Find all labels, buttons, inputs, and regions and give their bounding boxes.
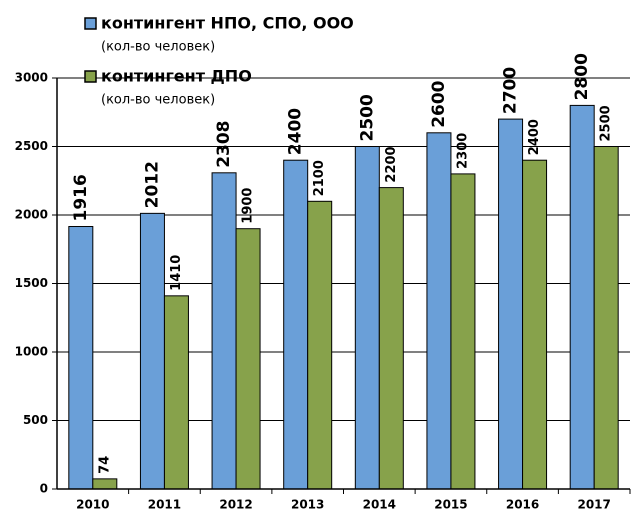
value-label: 1900 [241, 188, 256, 224]
x-tick-label: 2011 [148, 498, 181, 512]
value-label: 2200 [384, 146, 399, 182]
bar [307, 200, 333, 490]
y-tick-label: 1000 [15, 345, 48, 359]
x-tick-label: 2014 [363, 498, 396, 512]
bar [211, 172, 237, 490]
value-label: 1916 [71, 174, 91, 221]
bar [354, 146, 380, 490]
x-tick-label: 2017 [577, 498, 610, 512]
value-label: 2100 [312, 160, 327, 196]
legend-swatch [84, 17, 97, 30]
legend-unit: (кол-во человек) [101, 40, 215, 55]
value-label: 2308 [214, 120, 234, 167]
y-tick-label: 0 [40, 482, 48, 496]
legend-label: контингент ДПО [101, 67, 252, 86]
y-tick-label: 3000 [15, 71, 48, 85]
bar [68, 226, 94, 490]
value-label: 2300 [455, 133, 470, 169]
value-label: 2400 [286, 108, 306, 155]
value-label: 2500 [357, 94, 377, 141]
value-label: 2400 [527, 119, 542, 155]
x-tick-label: 2015 [434, 498, 467, 512]
value-label: 2800 [572, 53, 592, 100]
x-tick-label: 2016 [506, 498, 539, 512]
bar [426, 132, 452, 490]
value-label: 2012 [142, 161, 162, 208]
value-label: 1410 [169, 255, 184, 291]
legend-label: контингент НПО, СПО, ООО [101, 14, 354, 33]
value-label: 2600 [429, 80, 449, 127]
y-tick-label: 2500 [15, 139, 48, 153]
bar [522, 159, 548, 490]
bar [498, 118, 524, 490]
x-tick-label: 2012 [219, 498, 252, 512]
bar [593, 146, 619, 490]
value-label: 2700 [501, 67, 521, 114]
bar [139, 212, 165, 490]
x-tick-label: 2010 [76, 498, 109, 512]
x-tick-label: 2013 [291, 498, 324, 512]
legend-swatch [84, 70, 97, 83]
bar [163, 295, 189, 490]
y-tick-label: 500 [23, 413, 48, 427]
bar [378, 187, 404, 490]
legend-unit: (кол-во человек) [101, 93, 215, 108]
value-label: 74 [97, 456, 112, 474]
bar [92, 478, 118, 490]
bar [569, 104, 595, 490]
bar [235, 228, 261, 490]
value-label: 2500 [599, 105, 614, 141]
y-tick-label: 2000 [15, 208, 48, 222]
bar [283, 159, 309, 490]
bar [450, 173, 476, 490]
y-tick-label: 1500 [15, 276, 48, 290]
